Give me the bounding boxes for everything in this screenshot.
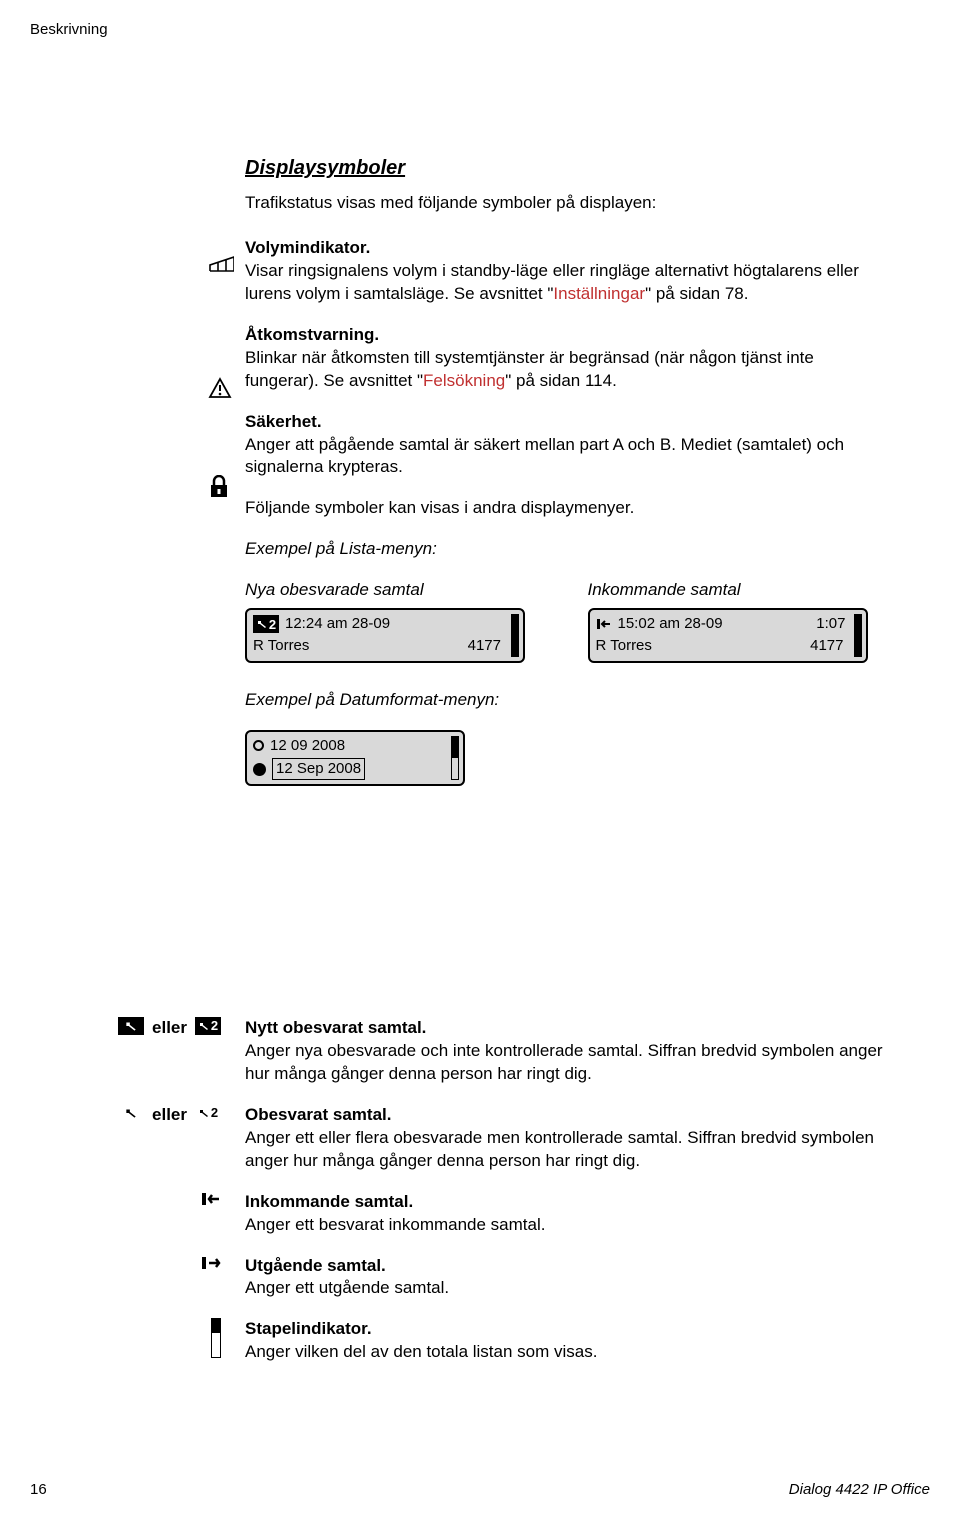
access-block: Åtkomstvarning. Blinkar när åtkomsten ti…: [245, 324, 890, 393]
incoming-name: R Torres: [596, 636, 652, 656]
eller-label: eller: [152, 1017, 187, 1040]
security-block: Säkerhet. Anger att pågående samtal är s…: [245, 411, 890, 480]
missed-text: Anger ett eller flera obesvarade men kon…: [245, 1128, 874, 1170]
example-list-label-text: Exempel på Lista-menyn:: [245, 539, 437, 558]
security-title: Säkerhet.: [245, 412, 322, 431]
new-missed-count-icon: 2: [195, 1017, 221, 1035]
incoming-arrow-icon: [596, 618, 612, 630]
eller-label: eller: [152, 1104, 187, 1127]
scroll-bar: [451, 736, 459, 781]
scroll-bar: [854, 614, 862, 657]
warning-icon: [208, 377, 232, 406]
example-row: Nya obesvarade samtal 2 12:24 am 28-09 R…: [245, 579, 890, 662]
page-footer: 16 Dialog 4422 IP Office: [30, 1480, 930, 1500]
stack-row: Stapelindikator. Anger vilken del av den…: [105, 1318, 890, 1364]
radio-selected-icon: [253, 763, 266, 776]
new-missed-row: eller 2 Nytt obesvarat samtal. Anger nya…: [105, 1017, 890, 1086]
security-text: Anger att pågående samtal är säkert mell…: [245, 435, 844, 477]
missed-number: 4177: [468, 636, 501, 656]
new-missed-title: Nytt obesvarat samtal.: [245, 1018, 426, 1037]
incoming-time: 15:02 am 28-09: [618, 614, 723, 634]
missed-icon: [118, 1104, 144, 1122]
missed-name: R Torres: [253, 636, 309, 656]
intro-text: Trafikstatus visas med följande symboler…: [245, 192, 890, 215]
new-missed-icon: [118, 1017, 144, 1035]
missed-badge-count: 2: [269, 616, 276, 634]
outgoing-call-icon: [201, 1255, 221, 1271]
date-option-2: 12 Sep 2008: [272, 758, 365, 780]
incoming-display-box: 15:02 am 28-09 1:07 R Torres 4177: [588, 608, 868, 663]
access-text-2: " på sidan 114.: [505, 371, 617, 390]
radio-unselected-icon: [253, 740, 264, 751]
incoming-call-icon: [201, 1191, 221, 1207]
product-name: Dialog 4422 IP Office: [789, 1480, 930, 1500]
missed-display-box: 2 12:24 am 28-09 R Torres 4177: [245, 608, 525, 663]
page-number: 16: [30, 1480, 47, 1500]
missed-badge-icon: 2: [253, 615, 279, 633]
example-list-label: Exempel på Lista-menyn:: [245, 538, 890, 561]
access-link[interactable]: Felsökning: [423, 371, 505, 390]
incoming-row: Inkommande samtal. Anger ett besvarat in…: [105, 1191, 890, 1237]
incoming-title: Inkommande samtal.: [245, 1192, 413, 1211]
missed-time: 12:24 am 28-09: [285, 614, 390, 634]
example-date-label: Exempel på Datumformat-menyn:: [245, 689, 890, 712]
volume-block: Volymindikator. Visar ringsignalens voly…: [245, 237, 890, 306]
volume-text-1: Visar ringsignalens volym i standby-läge…: [245, 261, 859, 303]
volume-icon: [208, 255, 234, 280]
outgoing-text: Anger ett utgående samtal.: [245, 1278, 449, 1297]
date-option-1: 12 09 2008: [270, 736, 345, 756]
volume-link[interactable]: Inställningar: [553, 284, 645, 303]
stack-title: Stapelindikator.: [245, 1319, 372, 1338]
outgoing-row: Utgående samtal. Anger ett utgående samt…: [105, 1255, 890, 1301]
date-display-box: 12 09 2008 12 Sep 2008: [245, 730, 465, 787]
outgoing-title: Utgående samtal.: [245, 1256, 386, 1275]
incoming-header: Inkommande samtal: [588, 579, 891, 602]
access-title: Åtkomstvarning.: [245, 325, 379, 344]
section-title: Displaysymboler: [245, 155, 890, 182]
volume-title: Volymindikator.: [245, 238, 370, 257]
missed-title: Obesvarat samtal.: [245, 1105, 391, 1124]
volume-text-2: " på sidan 78.: [645, 284, 748, 303]
stack-text: Anger vilken del av den totala listan so…: [245, 1342, 597, 1361]
new-missed-text: Anger nya obesvarade och inte kontroller…: [245, 1041, 883, 1083]
following-text: Följande symboler kan visas i andra disp…: [245, 497, 890, 520]
scroll-bar: [511, 614, 519, 657]
lock-icon: [208, 475, 230, 506]
missed-row: eller 2 Obesvarat samtal. Anger ett elle…: [105, 1104, 890, 1173]
incoming-number: 4177: [810, 636, 843, 656]
missed-header: Nya obesvarade samtal: [245, 579, 548, 602]
page-header-section: Beskrivning: [30, 20, 108, 40]
incoming-text: Anger ett besvarat inkommande samtal.: [245, 1215, 545, 1234]
missed-count-icon: 2: [195, 1104, 221, 1122]
stack-indicator-icon: [211, 1318, 221, 1358]
